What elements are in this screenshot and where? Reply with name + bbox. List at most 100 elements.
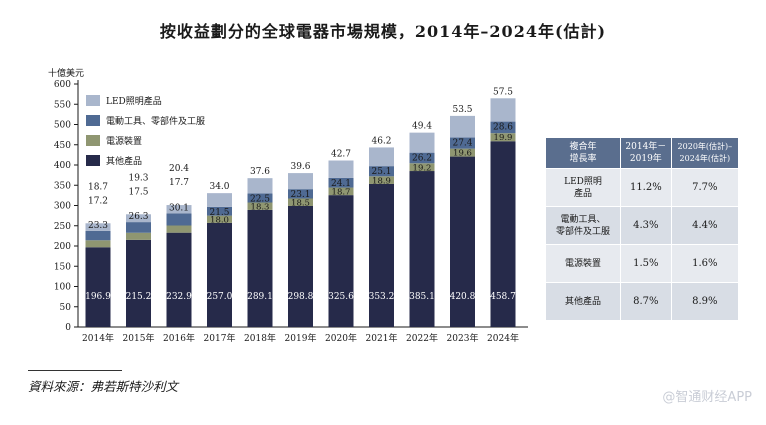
cagr-row-category: 電動工具、 零部件及工服 [545, 206, 621, 245]
data-label: 23.3 [88, 221, 108, 231]
bar-segment [85, 230, 111, 241]
data-label: 18.3 [251, 203, 270, 213]
bar-segment [126, 222, 151, 233]
x-tick-label: 2021年 [366, 332, 398, 344]
cagr-value: 7.7% [670, 168, 740, 207]
data-label: 353.2 [369, 292, 395, 302]
x-tick-label: 2020年 [325, 332, 357, 344]
bar-segment [288, 205, 313, 327]
bar-segment [166, 205, 192, 214]
cagr-row: 電源裝置 1.5% 1.6% [545, 244, 740, 283]
bar-segment [369, 176, 394, 184]
bar-segment [126, 214, 151, 223]
data-label: 19.2 [413, 163, 432, 173]
x-tick-label: 2019年 [285, 332, 317, 344]
y-tick-label: 0 [65, 323, 71, 333]
data-label: 27.4 [452, 139, 472, 149]
x-tick-label: 2023年 [447, 332, 479, 344]
cagr-row-category: 電源裝置 [545, 244, 621, 283]
y-tick-label: 50 [60, 303, 72, 313]
data-label: 196.9 [85, 292, 111, 302]
bar-segment [409, 132, 435, 153]
legend-swatch [86, 115, 100, 126]
data-label: 18.5 [291, 198, 310, 208]
data-label: 215.2 [126, 292, 152, 302]
bar-segment [207, 215, 232, 223]
source-note: 資料來源：弗若斯特沙利文 [28, 379, 179, 394]
cagr-row: LED照明 產品 11.2% 7.7% [545, 168, 740, 207]
data-label: 34.0 [209, 182, 229, 192]
y-tick-label: 550 [54, 100, 71, 110]
bar-segment [247, 178, 273, 194]
data-label: 46.2 [371, 136, 391, 146]
bar-segment [409, 163, 435, 172]
bar-segment [409, 152, 435, 164]
bar-segment [369, 147, 394, 167]
cagr-row-category: LED照明 產品 [545, 168, 621, 207]
legend-label: 電動工具、零部件及工服 [106, 115, 205, 127]
data-label: 28.6 [493, 123, 513, 133]
bar-segment [450, 137, 475, 149]
cagr-row: 其他產品 8.7% 8.9% [545, 282, 740, 321]
legend-label: 電源裝置 [106, 135, 142, 147]
bar-segment [247, 209, 273, 327]
cagr-value: 4.4% [670, 206, 740, 245]
data-label: 26.3 [128, 212, 148, 222]
legend-label: LED照明產品 [106, 95, 162, 107]
bar-segment [126, 232, 151, 240]
data-label: 23.1 [290, 190, 310, 200]
source-divider [28, 370, 122, 371]
bar-segment [450, 115, 475, 138]
bar-segment [288, 198, 313, 206]
data-label: 21.5 [209, 208, 229, 218]
bar-segment [490, 121, 516, 134]
y-tick-label: 200 [54, 242, 71, 252]
data-label: 18.7 [88, 182, 108, 192]
bar-segment [247, 193, 273, 203]
data-label: 25.1 [371, 167, 391, 177]
cagr-value: 1.6% [670, 244, 740, 283]
data-label: 19.6 [453, 149, 472, 159]
legend-swatch [86, 135, 100, 146]
y-tick-label: 350 [54, 181, 71, 191]
cagr-value: 1.5% [620, 244, 672, 283]
bar-segment [288, 173, 313, 190]
data-label: 39.6 [290, 162, 310, 172]
data-label: 232.9 [166, 292, 192, 302]
x-tick-label: 2024年 [487, 332, 519, 344]
y-tick-label: 400 [54, 161, 71, 171]
bar-segment [490, 141, 516, 327]
y-tick-label: 300 [54, 202, 71, 212]
legend-swatch [86, 95, 100, 106]
data-label: 42.7 [331, 150, 351, 160]
bar-segment [328, 177, 354, 188]
bar-segment [409, 171, 435, 327]
cagr-row-category: 其他產品 [545, 282, 621, 321]
bar-segment [85, 240, 111, 248]
bar-segment [288, 189, 313, 199]
y-tick-label: 500 [54, 121, 71, 131]
data-label: 22.5 [250, 194, 270, 204]
data-label: 257.0 [207, 292, 233, 302]
bar-segment [369, 166, 394, 177]
chart-title: 按收益劃分的全球電器市場規模，2014年–2024年(估計) [159, 22, 607, 41]
watermark: @智通财经APP [662, 390, 752, 405]
bar-segment [328, 195, 354, 327]
bar-segment [126, 239, 151, 327]
y-tick-label: 100 [54, 283, 71, 293]
bar-segment [85, 223, 111, 231]
bar-segment [207, 193, 232, 207]
data-label: 17.2 [88, 196, 108, 206]
bar-segment [490, 98, 516, 122]
bar-segment [247, 202, 273, 210]
data-label: 30.1 [169, 203, 189, 213]
data-label: 420.8 [450, 292, 476, 302]
cagr-value: 4.3% [620, 206, 672, 245]
data-label: 53.5 [452, 105, 472, 115]
legend-label: 其他產品 [106, 155, 142, 167]
bar-segment [166, 213, 192, 226]
data-label: 57.5 [493, 87, 513, 97]
cagr-header-2014-2019: 2014年－ 2019年 [620, 137, 672, 169]
bar-segment [207, 206, 232, 216]
